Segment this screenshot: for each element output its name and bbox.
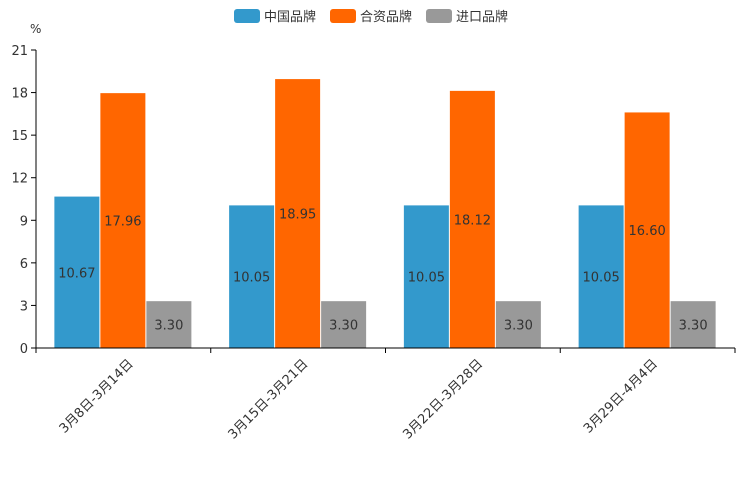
bar bbox=[495, 301, 541, 348]
y-tick-label: 0 bbox=[20, 342, 28, 357]
data-label: 10.05 bbox=[408, 271, 445, 286]
data-label: 3.30 bbox=[154, 319, 183, 334]
legend-label: 合资品牌 bbox=[360, 9, 412, 25]
bar bbox=[100, 93, 146, 349]
y-tick-label: 6 bbox=[20, 257, 28, 272]
legend-item[interactable]: 进口品牌 bbox=[426, 9, 508, 25]
data-label: 18.95 bbox=[279, 208, 316, 223]
legend-label: 中国品牌 bbox=[264, 9, 316, 25]
bar bbox=[321, 301, 367, 348]
y-axis: 0 3 6 9 12 15 18 21 bbox=[11, 44, 37, 357]
data-label: 3.30 bbox=[329, 319, 358, 334]
x-category-label: 3月8日-3月14日 bbox=[57, 357, 137, 437]
bar bbox=[624, 112, 670, 348]
bar bbox=[449, 90, 495, 349]
y-tick-label: 21 bbox=[11, 44, 28, 59]
legend-swatch bbox=[330, 9, 356, 23]
legend-label: 进口品牌 bbox=[456, 9, 508, 25]
legend-item[interactable]: 中国品牌 bbox=[234, 9, 316, 25]
bar bbox=[275, 79, 321, 348]
bars-group: 10.67 10.05 10.05 10.05 17.96 18.95 18.12 16.60… bbox=[54, 79, 716, 349]
data-label: 10.67 bbox=[58, 266, 95, 281]
legend-swatch bbox=[426, 9, 452, 23]
legend-item[interactable]: 合资品牌 bbox=[330, 9, 412, 25]
x-category-label: 3月22日-3月28日 bbox=[400, 357, 486, 443]
data-label: 3.30 bbox=[504, 319, 533, 334]
data-label: 18.12 bbox=[454, 213, 491, 228]
data-label: 10.05 bbox=[583, 271, 620, 286]
y-axis-unit-label: % bbox=[30, 22, 41, 36]
data-label: 10.05 bbox=[233, 271, 270, 286]
bar bbox=[403, 205, 449, 348]
y-tick-label: 12 bbox=[11, 172, 28, 187]
bar bbox=[578, 205, 624, 348]
data-label: 17.96 bbox=[104, 215, 141, 230]
legend: 中国品牌 合资品牌 进口品牌 bbox=[234, 9, 508, 25]
data-label: 16.60 bbox=[629, 224, 666, 239]
x-axis: 3月8日-3月14日 3月15日-3月21日 3月22日-3月28日 3月29日-4月… bbox=[35, 347, 736, 443]
data-label: 3.30 bbox=[679, 319, 708, 334]
bar bbox=[146, 301, 192, 348]
bar bbox=[670, 301, 716, 348]
bar bbox=[229, 205, 275, 348]
x-category-label: 3月15日-3月21日 bbox=[226, 357, 312, 443]
x-category-label: 3月29日-4月4日 bbox=[581, 357, 661, 437]
y-tick-label: 3 bbox=[20, 299, 28, 314]
bar bbox=[54, 196, 100, 348]
legend-swatch bbox=[234, 9, 260, 23]
y-tick-label: 18 bbox=[11, 87, 28, 102]
y-tick-label: 9 bbox=[20, 214, 28, 229]
y-tick-label: 15 bbox=[11, 129, 28, 144]
